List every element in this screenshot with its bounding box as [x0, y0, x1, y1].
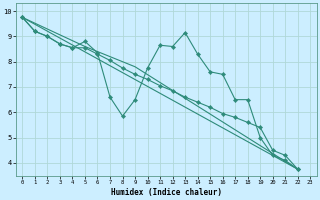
X-axis label: Humidex (Indice chaleur): Humidex (Indice chaleur) [111, 188, 222, 197]
